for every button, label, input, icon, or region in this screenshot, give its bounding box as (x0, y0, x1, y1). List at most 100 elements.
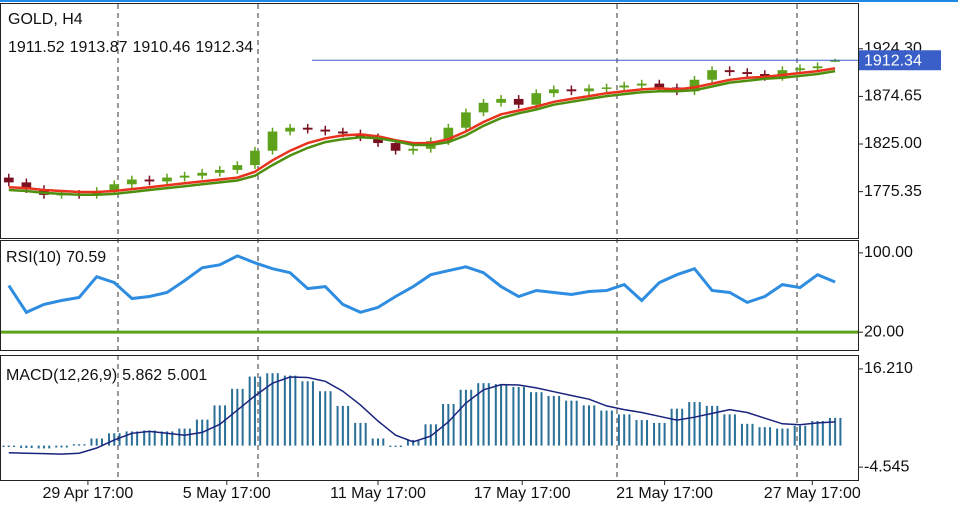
histogram-bar (399, 445, 402, 448)
histogram-bar (653, 422, 656, 446)
histogram-bar (95, 438, 98, 446)
x-tick-label: 5 May 17:00 (183, 485, 271, 502)
candle-body (285, 127, 295, 132)
histogram-bar (477, 383, 480, 446)
histogram-bar (48, 445, 51, 449)
histogram-bar (311, 381, 314, 446)
histogram-bar (728, 414, 731, 446)
y-tick-label: 20.00 (864, 323, 904, 340)
signal-value: 5.001 (167, 367, 207, 384)
histogram-bar (60, 445, 63, 448)
histogram-bar (318, 391, 321, 446)
histogram-bar (723, 414, 726, 446)
histogram-bar (271, 373, 274, 446)
candle-body (338, 131, 348, 134)
candle-body (759, 74, 770, 77)
candle-body (390, 143, 401, 151)
rsi-label: RSI(10) 70.59 (6, 249, 106, 266)
histogram-bar (786, 428, 789, 446)
histogram-bar (751, 423, 754, 446)
candle-body (443, 127, 454, 142)
x-tick-label: 27 May 17:00 (764, 485, 861, 502)
histogram-bar (248, 376, 251, 446)
histogram-bar (640, 420, 643, 446)
histogram-bar (206, 419, 209, 446)
low-value: 1910.46 (133, 39, 191, 56)
histogram-bar (635, 420, 638, 446)
histogram-bar (324, 391, 327, 446)
candle-body (461, 112, 471, 128)
candle-body (179, 175, 190, 178)
candle-body (777, 70, 788, 77)
histogram-bar (793, 425, 796, 446)
histogram-bar (839, 417, 842, 446)
candle-body (214, 169, 225, 173)
histogram-bar (675, 408, 678, 446)
histogram-bar (558, 395, 561, 446)
candle-body (584, 88, 594, 92)
histogram-bar (20, 445, 23, 448)
histogram-bar (522, 386, 525, 446)
candle-body (408, 148, 419, 151)
histogram-bar (283, 375, 286, 446)
candle-body (619, 85, 629, 88)
macd-label: MACD(12,26,9) 5.862 5.001 (6, 367, 207, 384)
histogram-bar (294, 375, 297, 446)
macd-name: MACD(12,26,9) (6, 367, 117, 384)
histogram-bar (811, 421, 814, 446)
candle-body (496, 98, 506, 103)
x-tick-label: 17 May 17:00 (474, 485, 571, 502)
histogram-bar (118, 433, 121, 446)
histogram-bar (166, 431, 169, 446)
histogram-bar (693, 402, 696, 446)
histogram-bar (470, 389, 473, 446)
price-tag (859, 50, 941, 71)
histogram-bar (424, 424, 427, 446)
ohlc-readout: 1911.52 1913.87 1910.46 1912.34 (8, 39, 253, 56)
histogram-bar (769, 427, 772, 446)
candle-body (250, 150, 260, 166)
histogram-bar (447, 403, 450, 446)
histogram-bar (816, 421, 819, 446)
candle-body (601, 87, 612, 89)
open-value: 1911.52 (8, 39, 65, 56)
histogram-bar (213, 405, 216, 446)
rsi-panel (0, 240, 859, 351)
candle-body (654, 83, 665, 88)
histogram-bar (2, 445, 5, 448)
histogram-bar (301, 381, 304, 446)
price-tag-label: 1912.34 (864, 52, 922, 69)
histogram-bar (354, 422, 357, 446)
histogram-bar (30, 445, 33, 448)
histogram-bar (25, 445, 28, 448)
histogram-bar (552, 395, 555, 446)
histogram-bar (821, 421, 824, 446)
moving-average (8, 67, 836, 194)
histogram-bar (459, 389, 462, 446)
y-tick-label: -4.545 (864, 458, 909, 475)
histogram-bar (7, 445, 10, 448)
histogram-bar (698, 402, 701, 446)
histogram-bar (763, 427, 766, 446)
histogram-bar (505, 384, 508, 446)
histogram-bar (224, 405, 227, 446)
candle-body (689, 79, 700, 92)
histogram-bar (681, 408, 684, 446)
period-separators (117, 4, 798, 480)
histogram-bar (547, 395, 550, 446)
histogram-bar (658, 422, 661, 446)
histogram-bar (417, 439, 420, 446)
x-tick-label: 29 Apr 17:00 (43, 485, 134, 502)
macd-value: 5.862 (122, 367, 162, 384)
histogram-bar (646, 420, 649, 446)
histogram-bar (90, 438, 93, 446)
candle-body (373, 137, 383, 144)
histogram-bar (670, 408, 673, 446)
histogram-bar (148, 430, 151, 446)
candle-body (127, 179, 137, 185)
candle-body (812, 66, 823, 69)
histogram-bar (798, 425, 801, 446)
main-panel (0, 3, 859, 239)
histogram-bar (412, 439, 415, 446)
